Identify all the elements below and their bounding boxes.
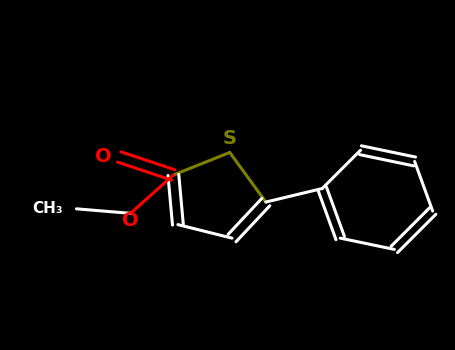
Text: CH₃: CH₃ [32,201,63,216]
Text: O: O [95,147,112,167]
Text: O: O [122,211,139,230]
Text: S: S [223,130,237,148]
